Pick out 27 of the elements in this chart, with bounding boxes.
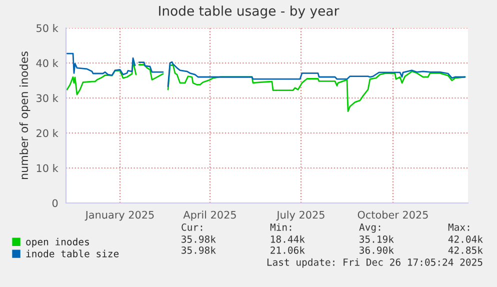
chart-title: Inode table usage - by year (159, 6, 340, 18)
y-tick-label: 20 k (36, 129, 58, 138)
text: 42.85k (448, 246, 483, 254)
text: 35.98k (182, 246, 216, 254)
text: 21.06k (270, 246, 305, 254)
legend-label: inode table size (26, 250, 119, 258)
text: Min: (270, 223, 292, 231)
y-tick-label: 40 k (36, 59, 58, 68)
x-tick-label: April 2025 (183, 210, 236, 221)
text: 42.04k (448, 235, 483, 243)
text: 35.19k (360, 235, 394, 243)
y-tick-label: 0 (52, 199, 58, 208)
text: Max: (448, 224, 470, 231)
text: Cur: (182, 223, 202, 231)
x-tick-label: October 2025 (358, 210, 428, 219)
y-axis-title: number of open inodes (19, 52, 30, 179)
legend-label: open inodes (26, 238, 89, 248)
text: 36.90k (360, 246, 394, 254)
text: Last update: Fri Dec 26 17:05:24 2025 (267, 258, 482, 268)
y-tick-label: 30 k (36, 94, 58, 102)
text: 18.44k (271, 235, 305, 243)
x-tick-label: January 2025 (84, 210, 154, 221)
y-tick-label: 10 k (36, 164, 58, 172)
x-tick-label: July 2025 (276, 210, 324, 221)
y-tick-label: 50 k (36, 24, 58, 32)
text: Avg: (359, 224, 380, 233)
text: 35.98k (182, 235, 216, 243)
